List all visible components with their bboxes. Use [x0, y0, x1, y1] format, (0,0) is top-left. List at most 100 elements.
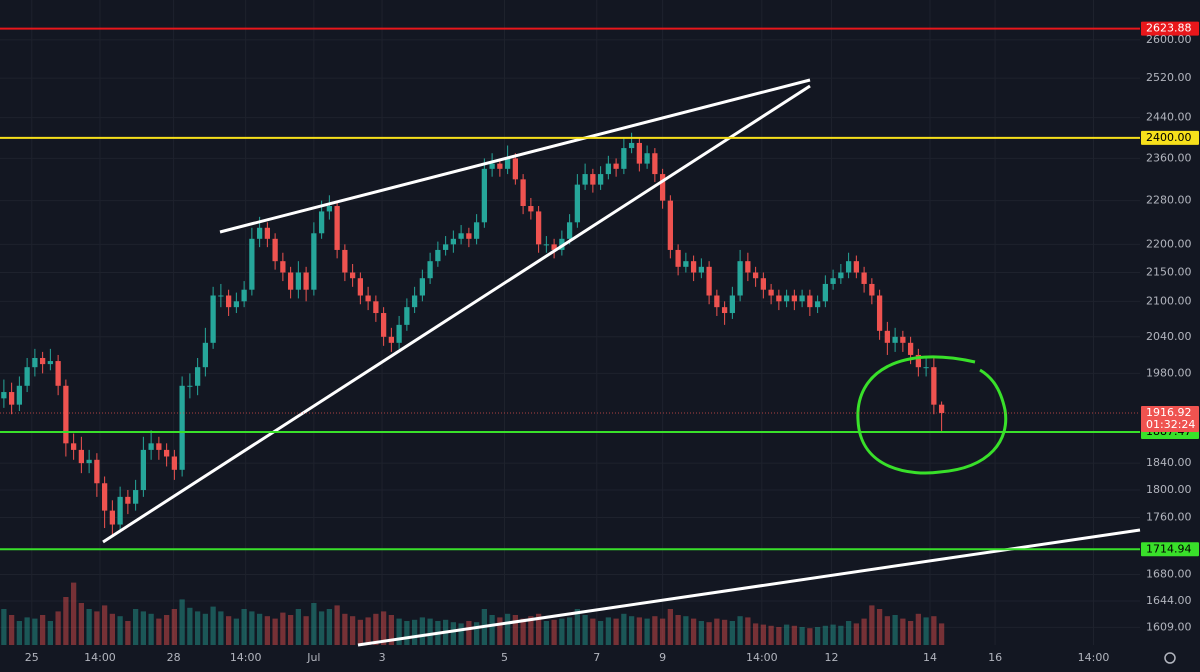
candle-body	[349, 272, 356, 279]
candle-body	[628, 142, 635, 149]
volume-bar	[125, 621, 131, 645]
candle-body	[869, 283, 875, 296]
volume-bar	[551, 619, 557, 645]
volume-bar	[652, 616, 658, 645]
volume-bar	[342, 613, 348, 645]
candle-body	[590, 174, 596, 185]
y-tick-label: 1609.00	[1146, 620, 1192, 633]
candle-body	[512, 158, 518, 180]
candle-body	[791, 295, 797, 302]
candle-body	[520, 179, 526, 207]
volume-bar	[807, 628, 813, 645]
candle-body	[63, 385, 69, 444]
candle-body	[907, 342, 914, 355]
volume-bar	[497, 617, 503, 645]
volume-bar	[280, 612, 286, 645]
volume-bar	[55, 611, 61, 645]
volume-bar	[512, 615, 518, 645]
volume-bar	[559, 618, 565, 645]
x-tick-label: 28	[167, 651, 181, 664]
volume-bar	[450, 622, 456, 645]
x-tick-label: 14	[923, 651, 937, 664]
candle-body	[295, 272, 302, 290]
candle-body	[435, 249, 441, 262]
candle-body	[287, 272, 294, 290]
volume-bar	[504, 613, 511, 645]
candle-body	[830, 278, 836, 284]
volume-bar	[582, 615, 588, 645]
candle-body	[613, 163, 619, 169]
candle-body	[504, 158, 511, 169]
candle-body	[47, 361, 54, 365]
candle-body	[683, 261, 689, 267]
volume-bar	[869, 605, 875, 645]
x-tick-label: Jul	[306, 651, 320, 664]
y-tick-label: 1800.00	[1146, 483, 1192, 496]
volume-bar	[396, 618, 402, 645]
volume-bar	[94, 611, 100, 645]
x-tick-label: 16	[988, 651, 1002, 664]
volume-bar	[101, 605, 108, 645]
candle-body	[458, 233, 464, 239]
volume-bar	[380, 611, 387, 645]
settings-icon[interactable]	[1164, 652, 1176, 664]
candle-body	[94, 459, 100, 484]
candle-body	[156, 443, 162, 450]
candle-body	[543, 244, 549, 246]
candle-body	[551, 244, 557, 250]
candle-body	[101, 483, 108, 511]
volume-bar	[597, 621, 604, 645]
candle-body	[117, 496, 123, 525]
candle-body	[218, 295, 224, 297]
candle-body	[938, 404, 945, 413]
volume-bar	[714, 618, 720, 645]
candle-body	[380, 313, 387, 337]
y-tick-label: 1980.00	[1146, 366, 1192, 379]
volume-bar	[520, 618, 526, 645]
volume-bar	[752, 623, 759, 645]
trendline	[219, 78, 811, 234]
candle-body	[466, 233, 472, 239]
volume-bar	[574, 609, 580, 645]
y-tick-label: 2600.00	[1146, 33, 1192, 46]
candle-body	[264, 227, 271, 239]
candle-body	[70, 443, 77, 450]
volume-bar	[931, 616, 937, 645]
candle-body	[931, 367, 937, 405]
candle-body	[210, 295, 216, 343]
volume-bar	[923, 617, 929, 645]
candle-body	[202, 342, 209, 368]
candle-body	[318, 211, 325, 234]
current-price-label: 1916.92	[1146, 406, 1192, 419]
volume-bar	[187, 607, 193, 645]
candle-body	[411, 295, 418, 308]
candle-body	[528, 206, 534, 212]
volume-bar	[636, 617, 642, 645]
x-tick-label: 9	[659, 651, 666, 664]
volume-bar	[667, 609, 673, 645]
volume-bar	[776, 627, 782, 645]
volume-bar	[70, 582, 77, 645]
volume-bar	[745, 617, 751, 645]
volume-bar	[334, 605, 340, 645]
volume-bar	[791, 625, 797, 645]
candle-body	[256, 227, 263, 239]
x-tick-label: 3	[379, 651, 386, 664]
candle-body	[373, 301, 379, 314]
volume-bar	[117, 616, 123, 645]
candle-body	[597, 174, 604, 185]
x-tick-label: 12	[825, 651, 839, 664]
volume-bar	[838, 625, 844, 645]
candle-body	[171, 456, 178, 470]
axes: 1609.00 1644.00 1680.00 1760.00 1800.00 1840.…	[25, 33, 1192, 664]
candle-body	[427, 261, 433, 279]
candle-body	[574, 184, 580, 223]
candle-body	[535, 211, 542, 245]
volume-bar	[272, 618, 278, 645]
candle-body	[132, 490, 139, 504]
volume-bar	[365, 617, 371, 645]
current-price-box	[1141, 405, 1199, 432]
gear[interactable]	[1164, 652, 1176, 664]
candle-body	[39, 357, 46, 365]
candle-body	[497, 163, 503, 169]
